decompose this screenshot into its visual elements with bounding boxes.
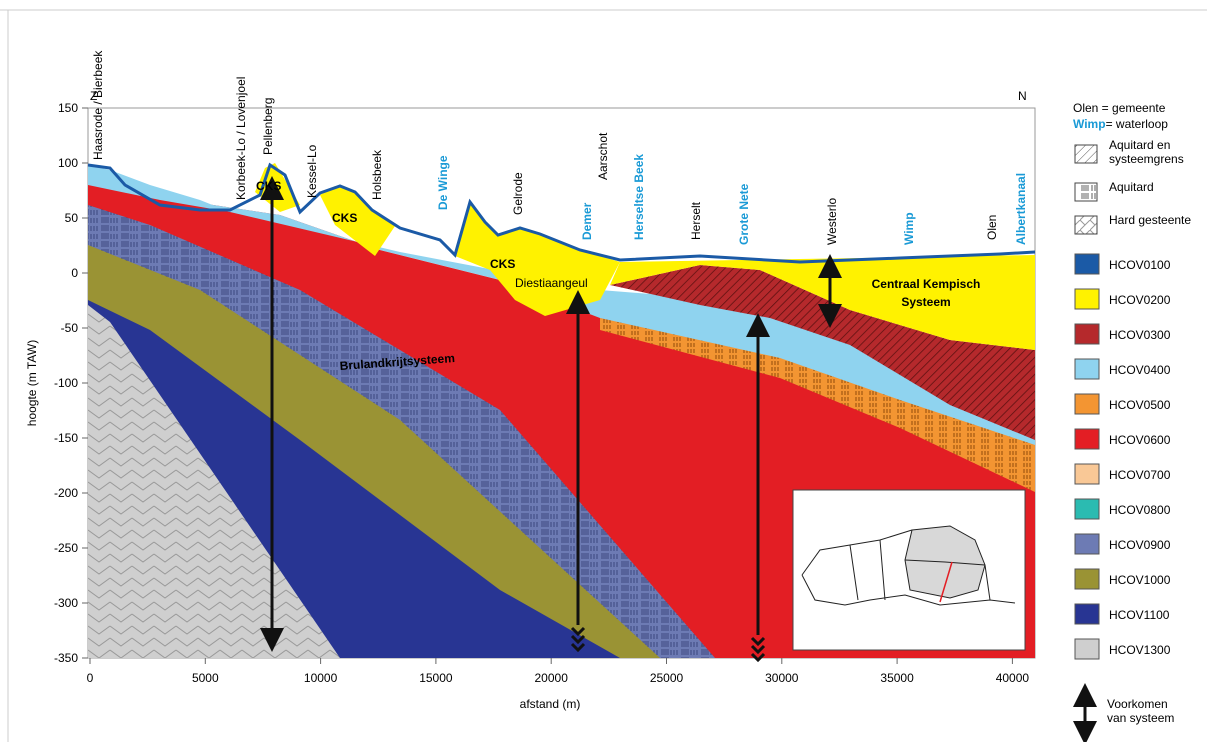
layer-0500 (600, 318, 1035, 492)
cks-label: CKS (256, 179, 281, 193)
legend-swatch (1074, 638, 1100, 660)
place-label: Korbeek-Lo / Lovenjoel (234, 77, 248, 200)
y-tick-label: -50 (61, 321, 79, 335)
legend-label: HCOV0200 (1109, 293, 1171, 307)
legend-label: Aquitard en (1109, 138, 1170, 152)
y-tick-label: -350 (54, 651, 78, 665)
legend-swatch (1074, 144, 1098, 164)
y-tick-label: 150 (58, 101, 78, 115)
x-tick-label: 10000 (304, 671, 338, 685)
legend-swatch (1074, 428, 1100, 450)
place-label: Holsbeek (370, 149, 384, 200)
y-tick-label: -150 (54, 431, 78, 445)
legend-key: Wimp (1073, 117, 1106, 131)
x-tick-label: 15000 (419, 671, 453, 685)
legend-text: = waterloop (1106, 117, 1169, 131)
legend-swatch (1074, 358, 1100, 380)
x-axis-label: afstand (m) (520, 697, 581, 711)
place-label: Westerlo (825, 198, 839, 245)
system-arrows (260, 176, 842, 663)
place-label: Olen (985, 215, 999, 240)
place-label: Grote Nete (737, 183, 751, 245)
legend-swatch (1074, 323, 1100, 345)
legend-swatch (1074, 568, 1100, 590)
legend-label: HCOV1000 (1109, 573, 1171, 587)
place-label: Herselt (689, 201, 703, 240)
end-label: N (1018, 89, 1027, 103)
end-label: Z (90, 89, 97, 103)
labels: 0 5000 10000 15000 20000 25000 30000 35000 40000… (25, 50, 1191, 742)
legend-swatch (1074, 533, 1100, 555)
legend-swatch (1074, 393, 1100, 415)
inset-map (792, 489, 1026, 651)
x-tick-label: 35000 (880, 671, 914, 685)
legend-label: HCOV1100 (1109, 608, 1170, 622)
place-label: Herseltse Beek (632, 154, 646, 240)
place-label: Gelrode (511, 172, 525, 215)
legend-label: Hard gesteente (1109, 213, 1191, 227)
y-tick-label: -300 (54, 596, 78, 610)
cks-label: CKS (332, 211, 357, 225)
legend-label: van systeem (1107, 711, 1174, 725)
y-tick-label: 100 (58, 156, 78, 170)
legend-label: HCOV0700 (1109, 468, 1171, 482)
layer-0200 (455, 202, 620, 316)
place-label: Aarschot (596, 132, 610, 180)
legend-label: HCOV1300 (1109, 643, 1171, 657)
y-tick-label: -100 (54, 376, 78, 390)
legend-label: HCOV0900 (1109, 538, 1171, 552)
legend-label: Aquitard (1109, 180, 1154, 194)
layer-0400 (88, 165, 230, 212)
place-label: De Winge (436, 155, 450, 210)
x-tick-label: 30000 (765, 671, 799, 685)
system-label: Centraal Kempisch (872, 277, 981, 291)
legend-swatch (1074, 498, 1100, 520)
legend-note: Wimp= waterloop (1073, 117, 1168, 131)
y-axis-label: hoogte (m TAW) (25, 340, 39, 426)
legend-label: HCOV0600 (1109, 433, 1171, 447)
place-label: Haasrode / Bierbeek (91, 50, 105, 160)
legend-label: Voorkomen (1107, 697, 1168, 711)
legend-label: HCOV0300 (1109, 328, 1171, 342)
inset-borders (801, 529, 1016, 606)
legend-swatch (1074, 288, 1100, 310)
legend-label: HCOV0800 (1109, 503, 1171, 517)
x-tick-label: 5000 (192, 671, 219, 685)
legend-swatch (1074, 215, 1098, 235)
legend-swatch (1074, 182, 1098, 202)
legend-label: HCOV0100 (1109, 258, 1171, 272)
inset-section (939, 561, 953, 603)
y-tick-label: -250 (54, 541, 78, 555)
place-label: Wimp (902, 212, 916, 245)
legend-swatch (1074, 603, 1100, 625)
place-label: Demer (580, 202, 594, 240)
x-tick-label: 20000 (535, 671, 569, 685)
place-label: Pellenberg (261, 98, 275, 155)
legend-label: systeemgrens (1109, 152, 1184, 166)
cks-label: CKS (490, 257, 515, 271)
x-tick-label: 40000 (996, 671, 1030, 685)
y-tick-label: -200 (54, 486, 78, 500)
place-label: Albertkanaal (1014, 173, 1028, 245)
y-tick-label: 0 (71, 266, 78, 280)
x-tick-label: 0 (87, 671, 94, 685)
place-label: Kessel-Lo (305, 144, 319, 198)
diestiaangeul-label: Diestiaangeul (515, 276, 588, 290)
y-tick-label: 50 (65, 211, 79, 225)
legend-swatch (1074, 253, 1100, 275)
legend-note: Olen = gemeente (1073, 101, 1166, 115)
system-label: Systeem (901, 295, 950, 309)
layer-0200 (610, 255, 1035, 350)
legend-label: HCOV0400 (1109, 363, 1171, 377)
chevrons (570, 626, 766, 663)
x-tick-label: 25000 (650, 671, 684, 685)
legend-label: HCOV0500 (1109, 398, 1171, 412)
layer-0100 (87, 162, 1036, 264)
layer-0200 (320, 186, 395, 256)
legend-swatch (1074, 463, 1100, 485)
